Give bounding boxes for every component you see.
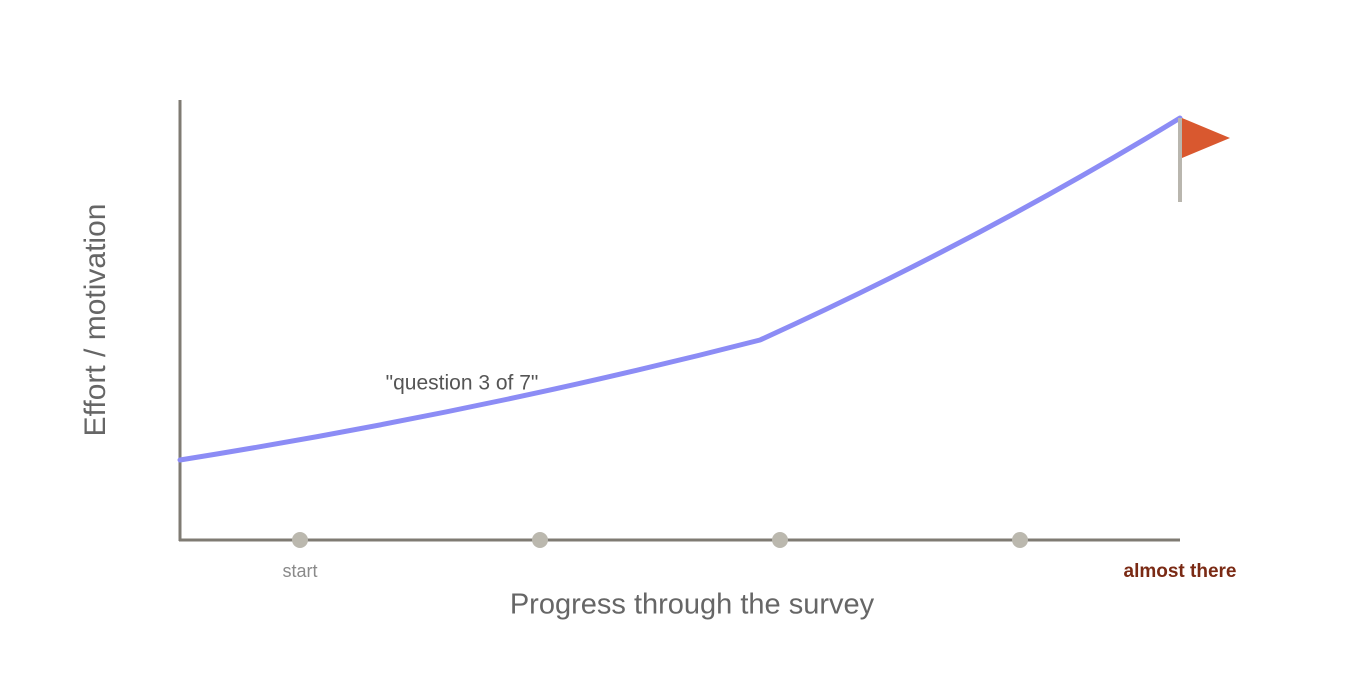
annotation: "question 3 of 7" <box>386 372 539 395</box>
progress-dot <box>532 532 548 548</box>
progress-dot <box>292 532 308 548</box>
start-label: start <box>282 561 317 581</box>
y-axis-label: Effort / motivation <box>79 204 112 437</box>
x-axis-label: Progress through the survey <box>510 589 875 621</box>
progress-dot <box>1012 532 1028 548</box>
end-label: almost there <box>1124 561 1237 582</box>
effort-curve <box>177 115 1183 463</box>
progress-dot <box>772 532 788 548</box>
flag <box>1182 118 1230 158</box>
